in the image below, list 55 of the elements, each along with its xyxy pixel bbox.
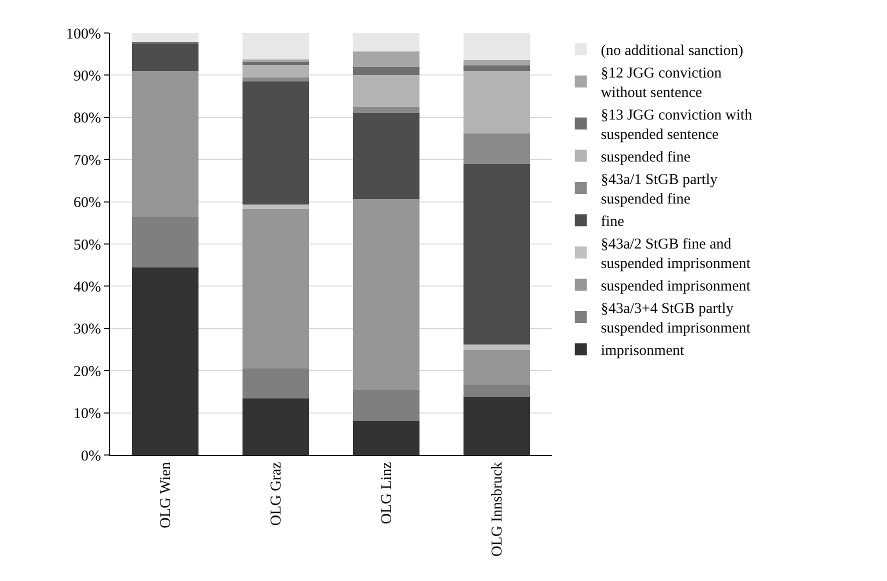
bar (353, 75, 420, 107)
legend-label: imprisonment (600, 343, 685, 360)
bar (242, 33, 309, 60)
bar (464, 65, 530, 71)
bar (132, 70, 198, 217)
bar (464, 396, 530, 455)
y-tick-label: 80% (74, 110, 101, 127)
bar (353, 52, 420, 67)
x-tick-label: OLG Innsbruck (490, 462, 506, 557)
bar (353, 390, 420, 422)
bar (132, 43, 198, 71)
bar (132, 216, 198, 268)
y-tick-label: 60% (74, 195, 101, 212)
bar (132, 268, 198, 455)
bar (242, 368, 309, 398)
bar (464, 60, 530, 66)
y-tick-label: 90% (74, 68, 101, 84)
y-tick-label: 0% (81, 448, 101, 464)
bar (464, 70, 530, 134)
bar (464, 344, 530, 350)
bar (242, 62, 309, 66)
bar (242, 65, 309, 78)
y-tick-label: 100% (66, 26, 101, 42)
bar (464, 133, 530, 164)
x-tick-label: OLG Graz (268, 462, 285, 526)
bar (464, 350, 530, 385)
bar (242, 204, 309, 209)
legend-label: fine (600, 214, 625, 230)
x-tick-label: OLG Wien (158, 462, 174, 528)
legend-label: suspended fine (600, 150, 691, 166)
bar (353, 66, 420, 76)
y-tick-label: 10% (74, 406, 101, 422)
bar (132, 33, 198, 42)
bar (464, 33, 530, 60)
bar (464, 164, 530, 344)
bar (353, 113, 420, 199)
bar (242, 78, 309, 82)
y-tick-label: 30% (74, 322, 101, 338)
x-tick-label: OLG Linz (379, 462, 396, 524)
y-tick-label: 40% (74, 279, 101, 296)
bar (242, 60, 309, 62)
bar (353, 421, 420, 455)
legend-label: suspended imprisonment (600, 278, 752, 295)
bar (464, 384, 530, 397)
bar (242, 208, 309, 368)
legend-label: (no additional sanction) (600, 43, 744, 60)
y-tick-label: 20% (74, 364, 101, 380)
bar (242, 82, 309, 204)
bar (353, 198, 420, 390)
y-tick-label: 50% (74, 237, 101, 254)
bar (242, 398, 309, 455)
bar (353, 33, 420, 52)
y-tick-label: 70% (74, 152, 101, 169)
bar (353, 106, 420, 114)
legend-label: §12 JGG conviction without sentence (600, 66, 722, 102)
